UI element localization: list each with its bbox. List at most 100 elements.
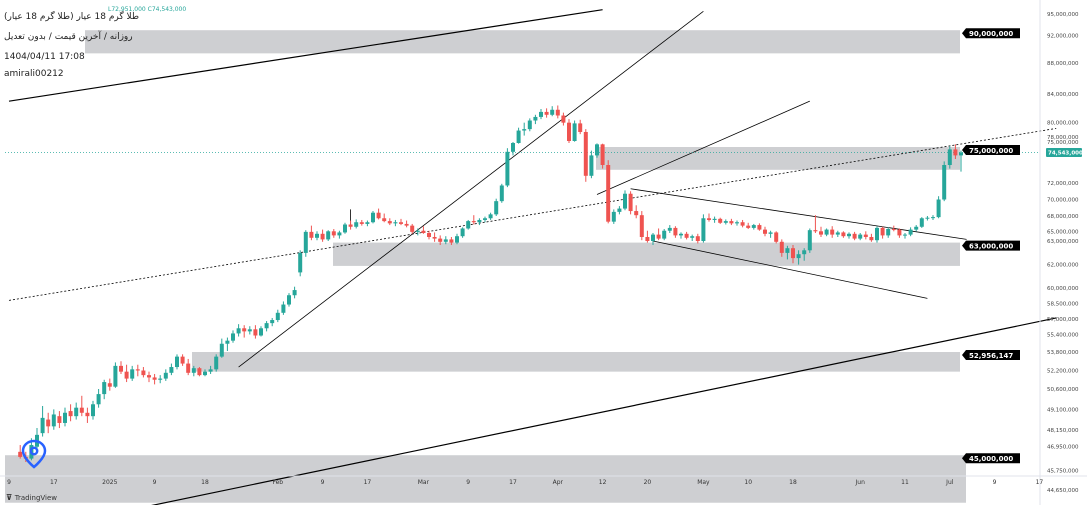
candle-body bbox=[460, 228, 465, 237]
candle-body bbox=[567, 122, 571, 141]
candle-body bbox=[18, 451, 23, 457]
zone-label-text: 75,000,000 bbox=[969, 147, 1013, 155]
candle-body bbox=[107, 383, 112, 387]
candle-body bbox=[673, 227, 678, 236]
candle-body bbox=[914, 226, 919, 230]
candle bbox=[667, 225, 672, 233]
zone-label-text: 52,956,147 bbox=[969, 352, 1013, 360]
candle bbox=[544, 108, 549, 118]
candle-body bbox=[175, 356, 179, 368]
candle bbox=[527, 118, 532, 132]
candle bbox=[214, 354, 219, 372]
candle-body bbox=[376, 212, 381, 219]
candle bbox=[175, 354, 179, 370]
candle-body bbox=[275, 312, 280, 321]
x-tick-label: 12 bbox=[599, 479, 607, 486]
x-tick-label: Jun bbox=[855, 479, 866, 486]
candle-body bbox=[835, 232, 840, 235]
candle-body bbox=[91, 404, 95, 417]
datetime-label: 1404/04/11 17:08 bbox=[4, 52, 85, 62]
candle-body bbox=[68, 411, 73, 417]
candle bbox=[79, 395, 84, 417]
candle bbox=[942, 161, 947, 202]
candle-body bbox=[875, 227, 879, 241]
y-tick-label: 50,600,000 bbox=[1047, 387, 1079, 393]
x-tick-label: Jul bbox=[945, 479, 954, 486]
candle bbox=[959, 150, 963, 172]
candle bbox=[438, 235, 443, 245]
candle bbox=[281, 301, 286, 315]
candle-body bbox=[236, 328, 241, 334]
candle bbox=[662, 229, 667, 241]
candle-body bbox=[735, 222, 739, 224]
y-tick-label: 58,500,000 bbox=[1047, 302, 1079, 308]
candle-body bbox=[326, 231, 331, 240]
candle-body bbox=[947, 149, 952, 165]
zone-labels-layer: 90,000,000 75,000,000 63,000,000 52,956,147… bbox=[962, 28, 1020, 464]
candle bbox=[68, 404, 73, 422]
candle-body bbox=[365, 222, 370, 224]
candle-body bbox=[382, 218, 387, 222]
candle bbox=[589, 150, 594, 179]
candle-body bbox=[813, 230, 818, 232]
candle-body bbox=[511, 143, 515, 152]
candle bbox=[359, 219, 364, 226]
tradingview-logo[interactable]: ⊽ TradingView bbox=[6, 493, 57, 502]
candle bbox=[287, 293, 291, 307]
candle-body bbox=[925, 217, 930, 219]
candle bbox=[869, 233, 874, 242]
candle-body bbox=[449, 239, 454, 243]
candle-body bbox=[869, 237, 874, 241]
candle-body bbox=[891, 229, 896, 231]
brand-label: TradingView bbox=[14, 494, 58, 502]
candle-body bbox=[886, 229, 891, 236]
zone-label-tag bbox=[962, 28, 1020, 39]
candle-body bbox=[343, 224, 347, 233]
candle-body bbox=[281, 304, 286, 313]
ohlc-readout: L72,951,000 C74,543,000 bbox=[108, 6, 186, 13]
candle bbox=[757, 223, 762, 231]
y-tick-label: 53,800,000 bbox=[1047, 350, 1079, 356]
candle bbox=[516, 127, 521, 144]
candle bbox=[841, 231, 846, 238]
candle bbox=[729, 218, 734, 226]
candle-body bbox=[208, 369, 213, 372]
candle-body bbox=[483, 218, 487, 220]
candle bbox=[432, 232, 437, 242]
x-tick-label: 9 bbox=[466, 479, 470, 486]
candle-body bbox=[130, 369, 135, 379]
y-tick-label: 70,000,000 bbox=[1047, 198, 1079, 204]
zone-label: 63,000,000 bbox=[962, 240, 1020, 251]
candle bbox=[751, 223, 756, 230]
candle bbox=[522, 122, 527, 136]
candle bbox=[679, 232, 683, 239]
candle bbox=[600, 143, 605, 169]
candle-body bbox=[253, 329, 258, 336]
zone-rect bbox=[85, 30, 960, 54]
candle bbox=[858, 233, 863, 241]
trendline bbox=[652, 240, 928, 299]
candle-body bbox=[264, 323, 269, 329]
candle bbox=[130, 365, 135, 381]
candle-body bbox=[320, 233, 325, 240]
candle bbox=[488, 212, 493, 220]
candle-body bbox=[499, 185, 504, 202]
candle bbox=[460, 227, 465, 238]
zone-label-tag bbox=[962, 240, 1020, 251]
candle-body bbox=[903, 234, 907, 236]
location-pin-icon[interactable] bbox=[18, 438, 50, 470]
candle bbox=[813, 215, 818, 233]
candle bbox=[919, 217, 924, 228]
x-tick-label: 11 bbox=[901, 479, 909, 486]
candle bbox=[471, 215, 476, 225]
candle bbox=[85, 407, 90, 423]
candle-body bbox=[583, 131, 588, 176]
candle-body bbox=[936, 199, 941, 218]
y-tick-label: 72,000,000 bbox=[1047, 181, 1079, 187]
candle bbox=[611, 209, 616, 224]
x-tick-label: Apr bbox=[553, 479, 564, 486]
candle-body bbox=[214, 356, 219, 370]
candle bbox=[348, 220, 353, 230]
